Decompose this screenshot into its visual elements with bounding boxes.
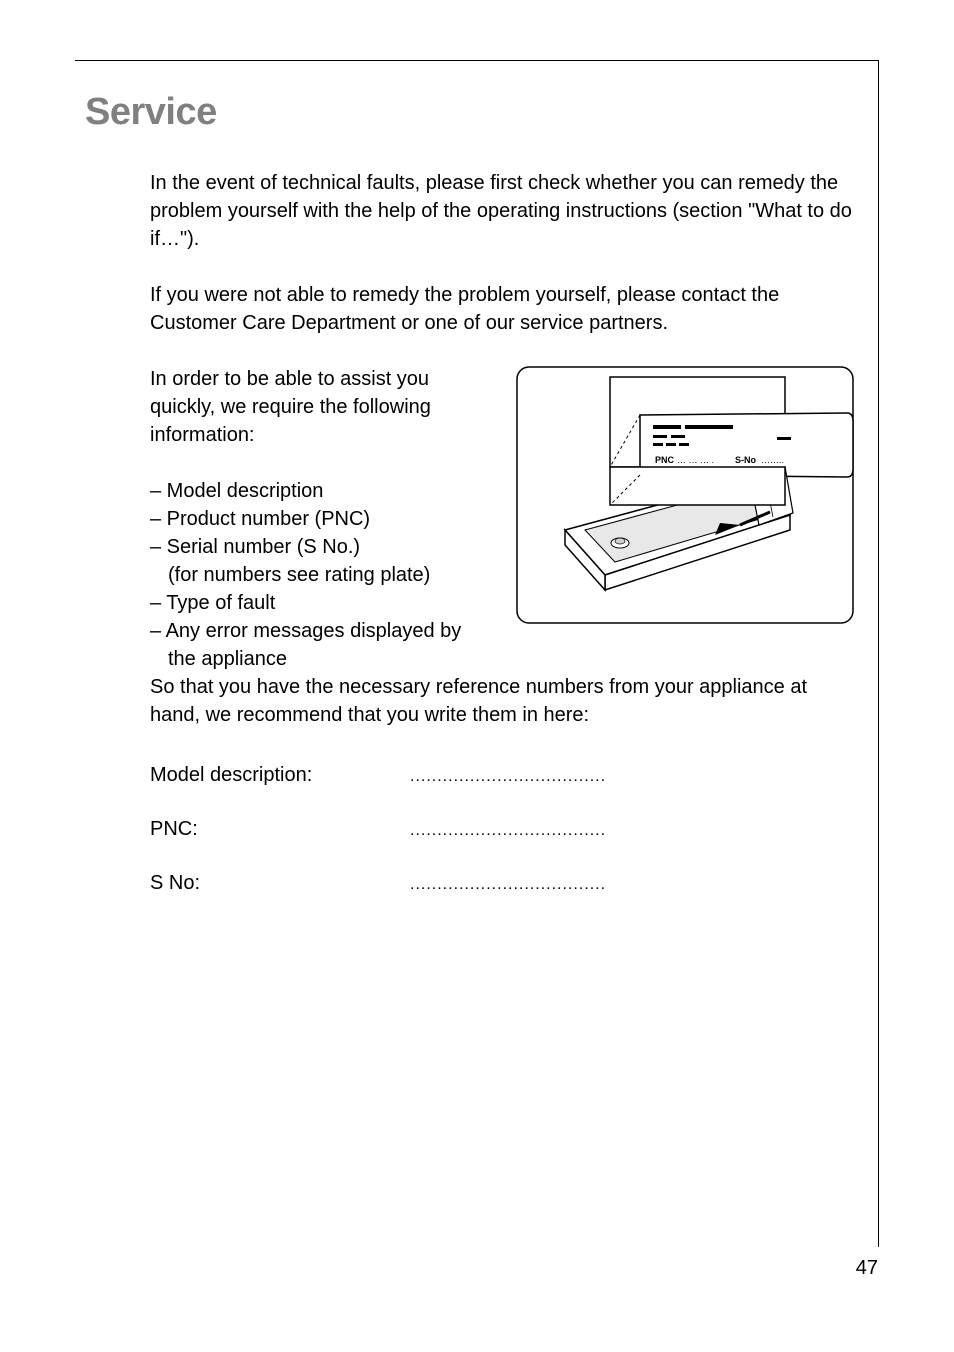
page-heading: Service [85,91,858,134]
paragraph-assist: In order to be able to assist you quickl… [150,365,495,449]
svg-text:… … … .: … … … . [677,455,714,465]
svg-text:S-No: S-No [735,455,756,465]
dishwasher-diagram: PNC … … … . S-No …….. [515,365,855,625]
page-frame: Service In the event of technical faults… [75,60,879,1247]
field-row-pnc: PNC: ...................................… [150,815,858,843]
list-item: – Serial number (S No.) [150,533,495,561]
body-text-region: In the event of technical faults, please… [150,169,858,897]
paragraph-recommend: So that you have the necessary reference… [150,673,858,729]
field-row-model: Model description: .....................… [150,761,858,789]
field-label-pnc: PNC: [150,815,410,843]
paragraph-intro: In the event of technical faults, please… [150,169,858,253]
two-column-section: In order to be able to assist you quickl… [150,365,858,673]
field-label-sno: S No: [150,869,410,897]
field-label-model: Model description: [150,761,410,789]
list-item-sub: (for numbers see rating plate) [150,561,495,589]
field-dots: .................................... [410,820,606,842]
svg-text:PNC: PNC [655,455,675,465]
list-item: – Any error messages displayed by [150,617,495,645]
svg-text:……..: …….. [761,455,784,465]
right-column: PNC … … … . S-No …….. [515,365,858,673]
page-number: 47 [856,1257,878,1280]
list-item: – Model description [150,477,495,505]
info-list: – Model description – Product number (PN… [150,477,495,673]
left-column: In order to be able to assist you quickl… [150,365,495,673]
field-dots: .................................... [410,766,606,788]
paragraph-contact: If you were not able to remedy the probl… [150,281,858,337]
list-item: – Product number (PNC) [150,505,495,533]
field-dots: .................................... [410,874,606,896]
list-item-sub: the appliance [150,645,495,673]
list-item: – Type of fault [150,589,495,617]
page-content: Service In the event of technical faults… [75,61,878,897]
field-row-sno: S No: ..................................… [150,869,858,897]
